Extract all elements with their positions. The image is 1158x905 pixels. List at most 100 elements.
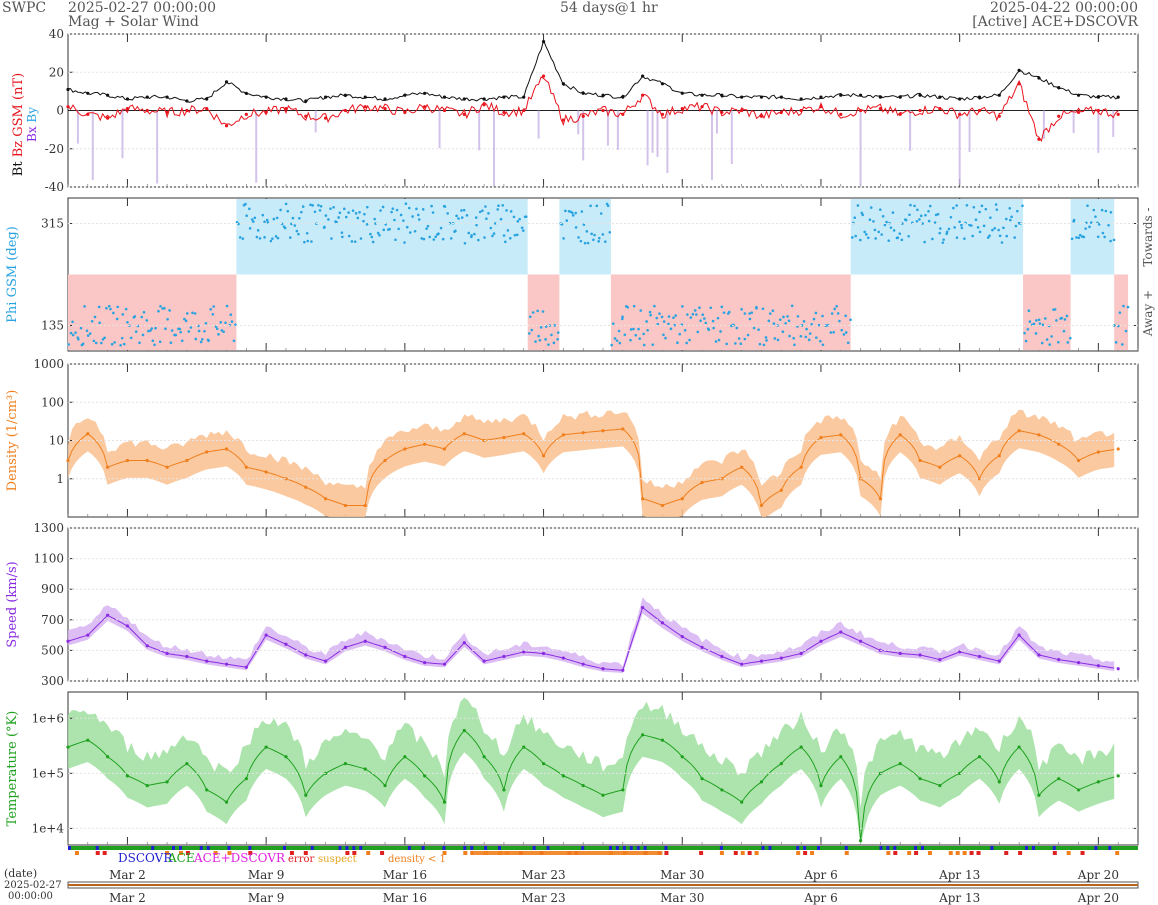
phi-point (953, 226, 956, 229)
phi-point (646, 328, 649, 332)
phi-point (293, 224, 297, 227)
status-flag (248, 851, 253, 855)
phi-point (1032, 322, 1036, 326)
series-bt-point (343, 93, 348, 97)
temperature-point (561, 774, 565, 778)
phi-point (310, 240, 313, 243)
temperature-ylabel: Temperature (°K) (5, 711, 20, 827)
series-bz-point (185, 108, 189, 113)
phi-point (931, 237, 934, 241)
series-bt-point (858, 93, 863, 97)
phi-point (1056, 340, 1060, 344)
phi-point (432, 238, 436, 241)
phi-point (1120, 343, 1124, 346)
phi-point (998, 234, 1002, 238)
source-bar-dscovr (359, 846, 363, 850)
temperature-point (759, 780, 764, 784)
speed-point (66, 639, 70, 643)
phi-point (263, 220, 266, 224)
phi-point (859, 238, 862, 242)
phi-point (722, 311, 726, 314)
series-bz-point (641, 93, 645, 97)
phi-point (916, 208, 919, 212)
series-bt-point (740, 95, 744, 99)
temperature-point (779, 762, 783, 766)
density-point (264, 470, 268, 474)
phi-point (478, 210, 482, 214)
phi-point (158, 340, 162, 344)
series-bt-point (1096, 95, 1100, 99)
phi-point (764, 336, 768, 339)
phi-point (812, 317, 816, 321)
phi-point (203, 329, 206, 333)
series-bt-point (125, 97, 130, 101)
phi-point (1041, 323, 1045, 327)
phi-point (645, 320, 648, 323)
density-point (442, 447, 447, 451)
phi-point (1118, 311, 1122, 314)
temperature-point (799, 745, 803, 749)
series-bt-point (66, 87, 70, 92)
phi-point (71, 320, 74, 324)
phi-point (1103, 235, 1106, 239)
phi-point (88, 332, 92, 335)
speed-point (343, 645, 348, 649)
temperature-point (1116, 774, 1120, 778)
phi-point (762, 343, 766, 347)
series-bt-point (145, 95, 149, 99)
phi-point (941, 241, 945, 244)
phi-point (388, 227, 391, 231)
density-point (759, 503, 764, 508)
temperature-point (720, 788, 724, 792)
phi-point (149, 329, 152, 332)
phi-point (170, 329, 174, 332)
phi-point (629, 328, 633, 331)
phi-point (1021, 204, 1024, 208)
mag-panel-ytick-label: 40 (49, 27, 64, 41)
source-bar-dscovr (1052, 846, 1056, 850)
phi-point (426, 224, 430, 228)
speed-point (997, 659, 1001, 663)
density-point (641, 497, 645, 501)
phi-point (112, 311, 115, 315)
phi-point (350, 240, 354, 243)
source-bar-dscovr (921, 846, 925, 850)
phi-point (1040, 341, 1044, 345)
phi-point (1008, 206, 1012, 210)
start-datetime: 2025-02-27 00:00:00 (68, 0, 217, 16)
phi-point (475, 223, 478, 227)
phi-point (1005, 217, 1008, 221)
source-bar-dscovr (990, 846, 994, 850)
status-flag (352, 851, 357, 855)
phi-point (597, 240, 600, 243)
density-point (700, 480, 704, 485)
phi-point (362, 219, 365, 223)
temperature-point (482, 755, 486, 759)
phi-point (275, 216, 279, 220)
phi-point (103, 336, 106, 340)
series-bt-point (759, 95, 764, 99)
phi-point (520, 226, 524, 230)
phi-point (945, 230, 949, 234)
phi-point (662, 320, 666, 323)
temperature-point (660, 738, 665, 742)
phi-point (907, 234, 910, 238)
phi-point (174, 333, 178, 337)
phi-point (993, 226, 997, 230)
speed-point (423, 661, 427, 665)
series-bt-point (106, 93, 110, 97)
xtick-label-6: Apr 13 (938, 868, 980, 882)
series-bz-point (680, 106, 684, 111)
phi-point (397, 227, 400, 231)
phi-point (229, 313, 233, 317)
phi-point (952, 206, 955, 210)
phi-point (467, 231, 471, 235)
density-point (502, 435, 506, 440)
phi-point (805, 327, 808, 331)
phi-point (552, 341, 556, 345)
phi-point (739, 342, 743, 345)
phi-point (767, 319, 771, 323)
phi-point (938, 231, 942, 235)
phi-point (485, 217, 488, 221)
phi-point (737, 337, 741, 340)
